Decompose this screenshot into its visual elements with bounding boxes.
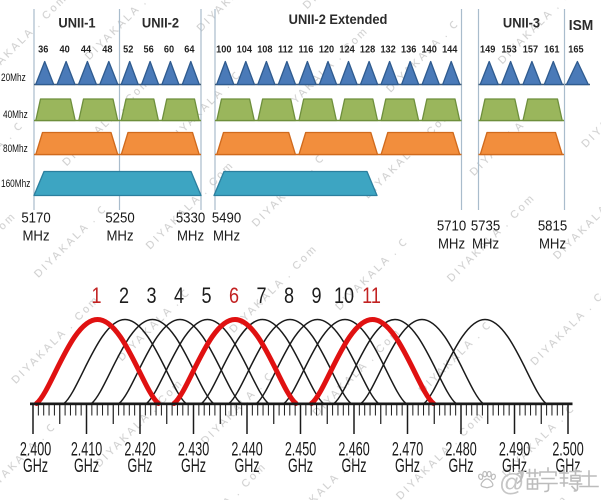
svg-text:5710: 5710 [437, 217, 466, 234]
svg-text:@: @ [499, 469, 524, 497]
svg-text:GHz: GHz [127, 455, 152, 476]
svg-text:161: 161 [544, 44, 560, 55]
svg-text:MHz: MHz [472, 235, 499, 252]
svg-text:2.420: 2.420 [124, 439, 155, 460]
svg-text:2.460: 2.460 [338, 439, 369, 460]
svg-text:149: 149 [480, 44, 495, 55]
svg-text:60: 60 [164, 44, 174, 55]
svg-text:2.450: 2.450 [285, 439, 316, 460]
svg-text:5330: 5330 [176, 209, 205, 226]
svg-text:MHz: MHz [213, 227, 240, 244]
svg-text:108: 108 [257, 44, 273, 55]
svg-text:UNII-3: UNII-3 [503, 15, 540, 31]
svg-text:20Mhz: 20Mhz [1, 72, 26, 84]
svg-text:3: 3 [146, 284, 156, 308]
svg-text:GHz: GHz [234, 455, 259, 476]
svg-text:112: 112 [278, 44, 293, 55]
svg-text:2.440: 2.440 [231, 439, 262, 460]
svg-text:5735: 5735 [471, 217, 500, 234]
svg-text:2.470: 2.470 [392, 439, 423, 460]
svg-text:2.430: 2.430 [178, 439, 209, 460]
svg-text:140: 140 [422, 44, 437, 55]
svg-text:1: 1 [91, 284, 101, 308]
svg-text:80Mhz: 80Mhz [3, 143, 28, 155]
svg-text:9: 9 [311, 284, 321, 308]
svg-text:128: 128 [360, 44, 376, 55]
svg-text:MHz: MHz [106, 227, 133, 244]
svg-text:MHz: MHz [438, 235, 465, 252]
svg-text:GHz: GHz [23, 455, 48, 476]
svg-text:2.500: 2.500 [552, 439, 583, 460]
svg-text:2.480: 2.480 [445, 439, 476, 460]
svg-text:6: 6 [229, 284, 239, 308]
svg-text:144: 144 [442, 44, 458, 55]
svg-text:40Mhz: 40Mhz [3, 109, 28, 121]
svg-text:56: 56 [143, 44, 153, 55]
svg-text:UNII-2: UNII-2 [142, 15, 179, 31]
svg-text:36: 36 [38, 44, 48, 55]
svg-text:5170: 5170 [21, 209, 50, 226]
svg-text:40: 40 [59, 44, 69, 55]
svg-text:52: 52 [123, 44, 133, 55]
svg-text:7: 7 [256, 284, 266, 308]
svg-text:136: 136 [401, 44, 416, 55]
svg-text:5250: 5250 [105, 209, 134, 226]
svg-text:120: 120 [319, 44, 334, 55]
svg-text:11: 11 [362, 284, 381, 308]
svg-text:5815: 5815 [538, 217, 567, 234]
svg-text:165: 165 [568, 44, 584, 55]
svg-text:5490: 5490 [212, 209, 241, 226]
svg-text:160Mhz: 160Mhz [1, 178, 30, 190]
svg-text:MHz: MHz [539, 235, 566, 252]
svg-text:2.490: 2.490 [499, 439, 530, 460]
svg-text:GHz: GHz [181, 455, 206, 476]
svg-text:5: 5 [201, 284, 211, 308]
svg-text:2.410: 2.410 [71, 439, 102, 460]
svg-text:48: 48 [102, 44, 113, 55]
svg-text:100: 100 [216, 44, 231, 55]
svg-text:104: 104 [237, 44, 253, 55]
svg-text:UNII-2 Extended: UNII-2 Extended [289, 12, 388, 28]
svg-text:GHz: GHz [395, 455, 420, 476]
svg-text:8: 8 [284, 284, 294, 308]
svg-text:MHz: MHz [22, 227, 49, 244]
svg-text:GHz: GHz [341, 455, 366, 476]
svg-text:124: 124 [339, 44, 355, 55]
svg-text:GHz: GHz [448, 455, 473, 476]
svg-text:GHz: GHz [288, 455, 313, 476]
svg-text:UNII-1: UNII-1 [58, 15, 96, 31]
svg-text:116: 116 [299, 44, 314, 55]
svg-text:157: 157 [523, 44, 538, 55]
svg-text:44: 44 [81, 44, 92, 55]
svg-text:2.400: 2.400 [20, 439, 51, 460]
svg-text:MHz: MHz [177, 227, 204, 244]
svg-text:153: 153 [501, 44, 516, 55]
svg-text:64: 64 [184, 44, 195, 55]
svg-text:2: 2 [119, 284, 129, 308]
svg-text:GHz: GHz [74, 455, 99, 476]
svg-text:4: 4 [174, 284, 184, 308]
svg-text:10: 10 [334, 284, 354, 308]
svg-text:ISM: ISM [569, 18, 594, 35]
svg-text:132: 132 [380, 44, 395, 55]
